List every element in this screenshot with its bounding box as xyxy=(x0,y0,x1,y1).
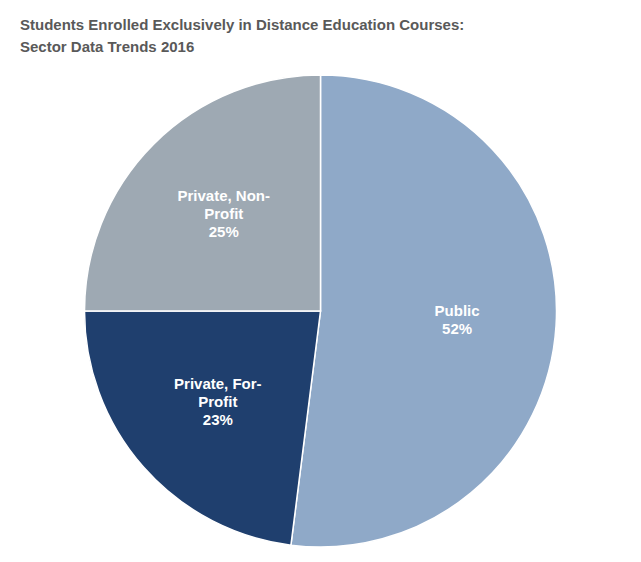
title: Students Enrolled Exclusively in Distanc… xyxy=(20,16,464,33)
slice xyxy=(85,75,321,311)
pie xyxy=(85,75,557,547)
category-label: Public xyxy=(435,302,480,319)
slice-labels: Public52%Private, For-Profit23%Private, … xyxy=(174,187,480,427)
category-label-line: Private, For- xyxy=(174,375,262,392)
value-label: 25% xyxy=(209,223,239,240)
slice-label: Private, For-Profit23% xyxy=(174,375,262,428)
category-label-line: Profit xyxy=(198,393,237,410)
category-label: Private, Non-Profit xyxy=(177,187,270,222)
category-label-line: Profit xyxy=(204,205,243,222)
category-label-line: Private, Non- xyxy=(177,187,270,204)
slice xyxy=(291,75,557,547)
category-label: Private, For-Profit xyxy=(174,375,262,410)
subtitle: Sector Data Trends 2016 xyxy=(20,38,194,55)
value-label: 23% xyxy=(203,411,233,428)
chart: Students Enrolled Exclusively in Distanc… xyxy=(0,0,641,562)
slice xyxy=(85,311,321,545)
slice-label: Public52% xyxy=(435,302,480,337)
slice-label: Private, Non-Profit25% xyxy=(177,187,270,240)
value-label: 52% xyxy=(442,320,472,337)
category-label-line: Public xyxy=(435,302,480,319)
